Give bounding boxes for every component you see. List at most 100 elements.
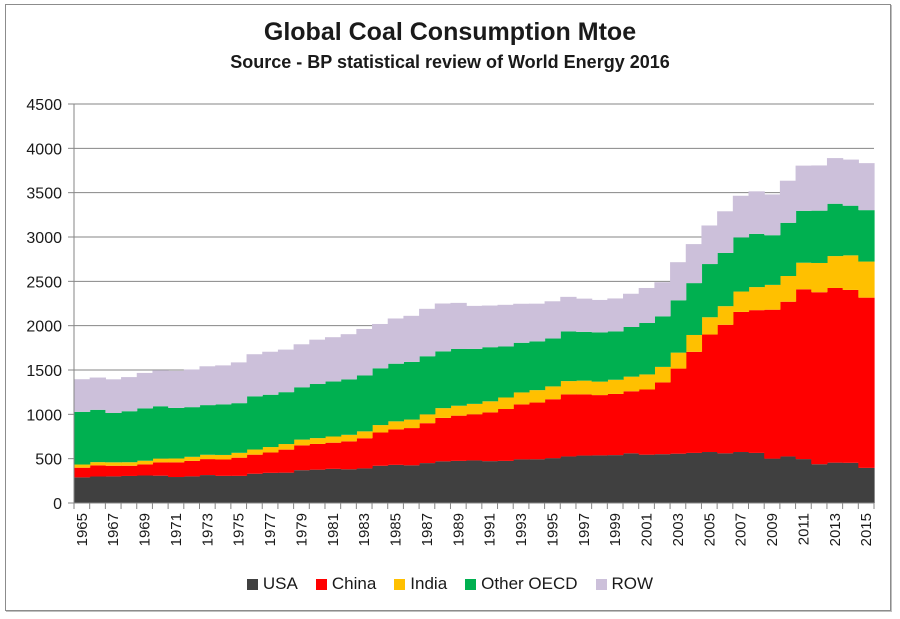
bar-segment xyxy=(826,462,844,503)
bar-segment xyxy=(324,442,342,469)
bar-segment xyxy=(293,344,310,388)
bar-segment xyxy=(811,464,828,503)
bar-segment xyxy=(121,462,138,466)
bar-segment xyxy=(136,408,154,461)
bar-segment xyxy=(591,381,608,396)
bar-segment xyxy=(215,459,232,476)
bar-segment xyxy=(324,468,342,503)
bar-segment xyxy=(74,379,91,412)
bar-segment xyxy=(89,377,106,410)
bar-segment xyxy=(293,445,310,471)
bar-segment xyxy=(638,454,655,503)
bar-segment xyxy=(403,465,420,503)
bar-segment xyxy=(779,456,797,503)
x-tick-label: 1967 xyxy=(105,513,122,546)
bar-segment xyxy=(497,460,514,503)
legend-item-usa: USA xyxy=(246,574,298,594)
bar-segment xyxy=(183,456,201,461)
legend-label: USA xyxy=(262,574,298,593)
bar-segment xyxy=(513,303,530,343)
bar-segment xyxy=(685,334,703,352)
bar-segment xyxy=(764,235,781,285)
legend-label: India xyxy=(410,574,448,593)
bar-segment xyxy=(434,303,452,352)
bar-segment xyxy=(215,454,232,460)
bar-segment xyxy=(372,425,389,433)
x-tick-label: 1971 xyxy=(168,513,185,546)
legend-swatch xyxy=(595,578,607,590)
bar-segment xyxy=(105,476,122,503)
bar-segment xyxy=(340,334,357,380)
bar-segment xyxy=(481,412,499,462)
x-tick-label: 2009 xyxy=(764,513,781,546)
bar-segment xyxy=(403,428,420,466)
bar-segment xyxy=(450,405,467,416)
x-tick-label: 2015 xyxy=(858,513,875,546)
bar-segment xyxy=(528,303,546,342)
x-tick-label: 2003 xyxy=(670,513,687,546)
x-tick-label: 1979 xyxy=(293,513,310,546)
bar-segment xyxy=(717,324,734,454)
bar-segment xyxy=(638,374,655,390)
chart-title: Global Coal Consumption Mtoe xyxy=(263,18,637,46)
bar-segment xyxy=(277,349,295,393)
bar-segment xyxy=(497,409,514,461)
bar-segment xyxy=(654,366,671,383)
y-tick-label: 0 xyxy=(53,496,62,513)
bar-segment xyxy=(717,252,734,307)
bar-segment xyxy=(858,210,875,262)
bar-segment xyxy=(858,163,875,211)
bar-segment xyxy=(121,465,138,476)
bar-segment xyxy=(419,423,436,464)
bar-segment xyxy=(779,180,797,223)
bar-segment xyxy=(811,165,828,211)
bar-segment xyxy=(277,449,295,473)
bar-segment xyxy=(544,338,561,387)
bar-segment xyxy=(168,458,185,463)
bar-segment xyxy=(591,299,608,333)
bar-segment xyxy=(654,382,671,455)
bar-segment xyxy=(262,472,279,503)
bar-segment xyxy=(450,460,467,503)
x-tick-label: 1993 xyxy=(513,513,530,546)
bar-segment xyxy=(685,452,703,503)
bar-segment xyxy=(701,264,718,318)
bar-segment xyxy=(575,380,593,395)
bar-segment xyxy=(826,287,844,463)
bar-segment xyxy=(152,475,169,503)
bar-segment xyxy=(74,477,91,503)
bar-segment xyxy=(575,394,593,456)
bar-segment xyxy=(528,390,546,403)
bar-segment xyxy=(575,455,593,503)
bar-segment xyxy=(183,476,201,503)
legend-item-other-oecd: Other OECD xyxy=(465,574,578,594)
bar-segment xyxy=(795,459,812,503)
bar-segment xyxy=(528,402,546,460)
bar-segment xyxy=(372,465,389,503)
legend-label: Other OECD xyxy=(481,574,578,593)
bar-segment xyxy=(246,449,263,455)
bar-segment xyxy=(356,431,373,439)
bar-segment xyxy=(168,407,185,459)
bar-segment xyxy=(340,379,357,435)
bar-segment xyxy=(779,222,797,277)
bar-segment xyxy=(121,377,138,412)
bar-segment xyxy=(795,262,812,290)
bar-segment xyxy=(262,447,279,453)
bar-segment xyxy=(607,455,624,503)
chart-subtitle: Source - BP statistical review of World … xyxy=(230,52,670,72)
bar-segment xyxy=(293,439,310,446)
bar-segment xyxy=(372,432,389,466)
bar-segment xyxy=(74,464,91,468)
bar-segment xyxy=(230,403,248,453)
bar-segment xyxy=(419,463,436,503)
bar-segment xyxy=(826,256,844,288)
y-tick-label: 500 xyxy=(35,452,62,469)
bar-segment xyxy=(560,381,577,395)
y-tick-label: 3500 xyxy=(26,186,62,203)
bar-segment xyxy=(732,237,750,292)
bar-segment xyxy=(309,339,326,385)
bar-segment xyxy=(795,210,812,263)
bar-segment xyxy=(717,453,734,503)
